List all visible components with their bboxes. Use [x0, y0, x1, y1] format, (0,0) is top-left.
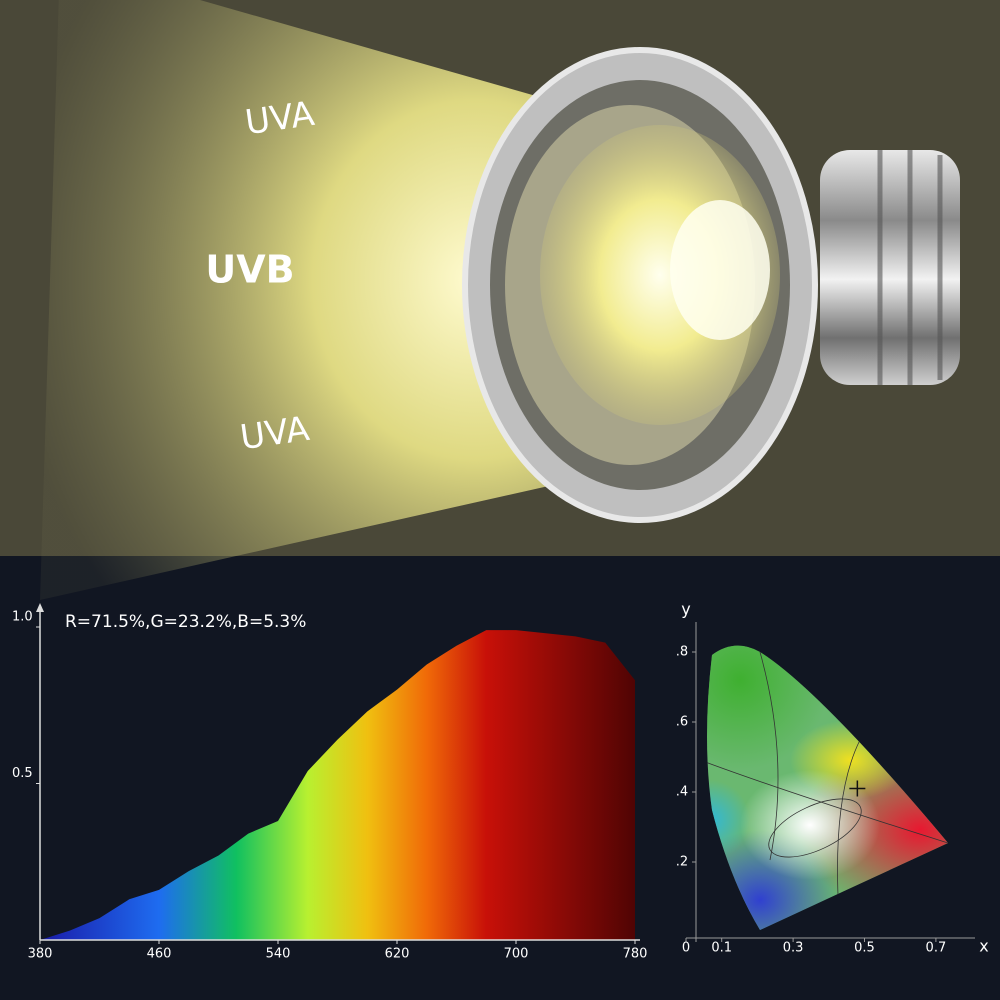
x-tick-label: 0.5	[854, 941, 875, 956]
y-tick-label: 0.5	[12, 766, 33, 781]
y-tick-label: 1.0	[12, 610, 33, 625]
x-tick-label: 0	[682, 941, 690, 956]
photo: UVA UVB UVA	[0, 0, 1000, 600]
x-tick-label: 460	[147, 947, 172, 962]
bulb	[462, 47, 960, 523]
annotation: R=71.5%,G=23.2%,B=5.3%	[65, 612, 306, 632]
spectrum-area	[40, 630, 635, 940]
x-tick-label: 700	[504, 947, 529, 962]
x-axis-label: x	[979, 937, 988, 956]
y-tick-label: .8	[676, 645, 688, 660]
axis-arrow	[36, 603, 44, 612]
light-beam	[40, 0, 620, 600]
spectrum-chart: R=71.5%,G=23.2%,B=5.3% 380 460 540 620 700 78…	[12, 603, 647, 962]
x-tick-label: 0.7	[926, 941, 947, 956]
y-tick-label: .2	[676, 855, 688, 870]
uva-label: UVA	[243, 94, 317, 143]
x-tick-label: 380	[28, 947, 53, 962]
cie-chart: y x 0 0.1 0.3 0.5 0.7 .2 .4 .6 .8	[676, 600, 989, 956]
y-tick-label: .6	[676, 715, 688, 730]
chromaticity-diagram	[707, 645, 948, 930]
x-tick-label: 780	[623, 947, 648, 962]
uva-label: UVA	[238, 409, 312, 458]
x-tick-label: 0.3	[783, 941, 804, 956]
x-tick-label: 540	[266, 947, 291, 962]
x-tick-label: 0.1	[711, 941, 732, 956]
x-tick-label: 620	[385, 947, 410, 962]
y-axis-label: y	[681, 600, 690, 619]
y-tick-label: .4	[676, 785, 688, 800]
uvb-label: UVB	[205, 248, 294, 292]
chromaticity-point	[849, 780, 866, 797]
